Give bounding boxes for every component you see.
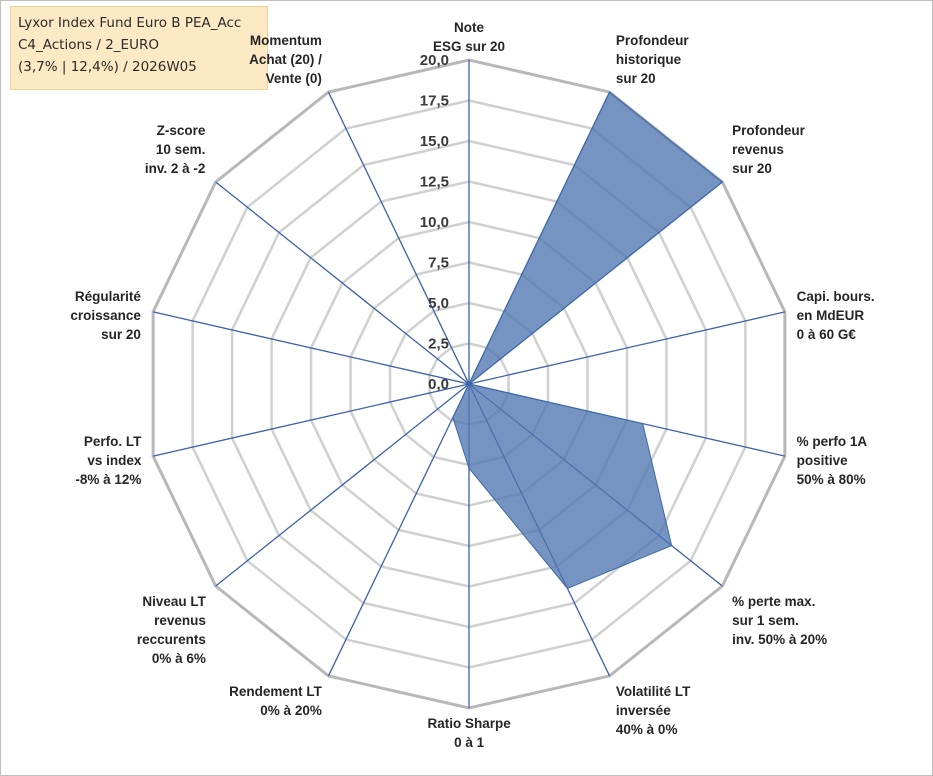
axis-label-line: Z-score bbox=[156, 122, 206, 138]
axis-label-line: vs index bbox=[87, 452, 142, 468]
axis-label-line: sur 20 bbox=[101, 327, 141, 343]
axis-label: % perte max. sur 1 sem. inv. 50% à 20% bbox=[732, 592, 827, 649]
radial-tick-label: 17,5 bbox=[420, 93, 449, 110]
axis-label: Note ESG sur 20 bbox=[433, 18, 505, 56]
axis-label-line: 40% à 0% bbox=[615, 721, 678, 737]
axis-label-line: ESG sur 20 bbox=[433, 39, 506, 54]
axis-label-line: Niveau LT bbox=[142, 594, 206, 609]
axis-label: % perfo 1A positive 50% à 80% bbox=[797, 432, 868, 489]
axis-label-line: Régularité bbox=[74, 289, 141, 305]
axis-label-line: historique bbox=[615, 52, 682, 68]
axis-label: Niveau LT revenus reccurents 0% à 6% bbox=[137, 592, 206, 668]
axis-label-line: positive bbox=[796, 452, 848, 468]
axis-label: Z-score 10 sem. inv. 2 à -2 bbox=[145, 121, 206, 178]
radial-tick-label: 20,0 bbox=[420, 52, 449, 69]
radar-series bbox=[370, 91, 724, 589]
radial-tick-label: 15,0 bbox=[420, 133, 449, 150]
radial-tick-labels: 0,0 2,5 5,0 7,5 10,0 12,5 15,0 17,5 20,0 bbox=[420, 52, 449, 393]
axis-label-line: revenus bbox=[732, 141, 784, 157]
axis-label: Régularité croissance sur 20 bbox=[70, 287, 141, 344]
axis-label-line: Capi. bours. bbox=[796, 289, 875, 305]
axis-label-line: 0% à 6% bbox=[151, 651, 206, 666]
axis-spoke bbox=[215, 181, 470, 385]
axis-spoke bbox=[215, 383, 470, 587]
series-area bbox=[370, 91, 724, 589]
axis-label-line: revenus bbox=[154, 613, 206, 628]
axis-label-line: 50% à 80% bbox=[796, 471, 866, 487]
axis-label-line: sur 1 sem. bbox=[732, 613, 799, 628]
axis-label-line: inv. 50% à 20% bbox=[732, 632, 828, 647]
fund-category: C4_Actions / 2_EURO bbox=[18, 37, 159, 53]
fund-stats: (3,7% | 12,4%) / 2026W05 bbox=[18, 59, 197, 75]
axis-label-line: Perfo. LT bbox=[83, 433, 142, 449]
axis-label-line: Profondeur bbox=[615, 33, 689, 49]
axis-label-line: inv. 2 à -2 bbox=[144, 160, 206, 176]
radial-tick-label: 10,0 bbox=[420, 214, 449, 231]
radial-tick-label: 12,5 bbox=[420, 174, 449, 191]
axis-label-line: % perte max. bbox=[732, 594, 816, 609]
axis-label-line: 0 à 60 G€ bbox=[796, 327, 856, 343]
axis-spoke bbox=[327, 383, 470, 677]
fund-info-box: Lyxor Index Fund Euro B PEA_Acc C4_Actio… bbox=[10, 6, 268, 90]
axis-spoke bbox=[152, 383, 470, 457]
axis-label-line: Note bbox=[454, 20, 485, 35]
axis-label-line: sur 20 bbox=[615, 71, 656, 87]
axis-label-line: -8% à 12% bbox=[75, 471, 142, 487]
axis-label: Profondeur revenus sur 20 bbox=[732, 121, 805, 178]
radial-tick-label: 0,0 bbox=[428, 376, 449, 393]
axis-label-line: Momentum bbox=[249, 33, 322, 49]
axis-label: Perfo. LT vs index -8% à 12% bbox=[75, 432, 141, 489]
radial-tick-label: 2,5 bbox=[428, 336, 449, 353]
axis-label-line: 0% à 20% bbox=[260, 702, 322, 718]
axis-label-line: reccurents bbox=[136, 632, 206, 647]
axis-label: Volatilité LT inversée 40% à 0% bbox=[616, 682, 691, 739]
axis-label-line: croissance bbox=[70, 308, 141, 324]
axis-label-line: en MdEUR bbox=[796, 308, 865, 324]
axis-label: Profondeur historique sur 20 bbox=[616, 31, 689, 88]
axis-label-line: Rendement LT bbox=[229, 683, 322, 699]
axis-label-line: % perfo 1A bbox=[796, 433, 868, 449]
fund-name: Lyxor Index Fund Euro B PEA_Acc bbox=[18, 15, 242, 31]
radial-tick-label: 5,0 bbox=[428, 295, 449, 312]
radial-tick-label: 7,5 bbox=[428, 255, 449, 272]
axis-label: Rendement LT 0% à 20% bbox=[229, 682, 322, 720]
axis-spoke bbox=[468, 311, 786, 385]
axis-label-line: Profondeur bbox=[732, 122, 805, 138]
axis-label-line: Volatilité LT bbox=[615, 683, 691, 699]
axis-label-line: Ratio Sharpe bbox=[427, 716, 511, 731]
axis-label-line: inversée bbox=[615, 702, 671, 718]
axis-label: Momentum Achat (20) / Vente (0) bbox=[249, 31, 322, 88]
axis-label-line: 0 à 1 bbox=[454, 735, 485, 750]
axis-label-line: sur 20 bbox=[732, 160, 772, 176]
axis-label: Ratio Sharpe 0 à 1 bbox=[428, 714, 511, 752]
axis-label-line: 10 sem. bbox=[155, 141, 206, 157]
axis-label-line: Vente (0) bbox=[265, 71, 322, 87]
axis-label-line: Achat (20) / bbox=[249, 52, 322, 68]
axis-label: Capi. bours. en MdEUR 0 à 60 G€ bbox=[797, 287, 875, 344]
